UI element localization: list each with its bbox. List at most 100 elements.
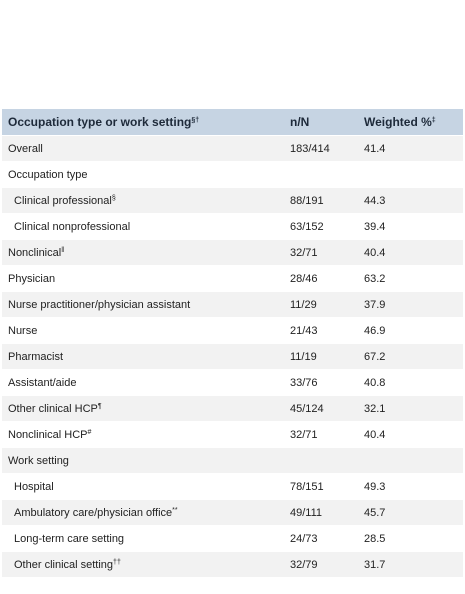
table-row: Ambulatory care/physician office** 49/111… [2,500,463,526]
table-row: Nonclinical HCP# 32/71 40.4 [2,422,463,448]
row-label: Nurse practitioner/physician assistant [2,299,290,311]
footnote-mark: †† [113,558,121,566]
header-cell: Occupation type or work setting§† [2,115,290,129]
row-label-text: Ambulatory care/physician office [14,506,173,519]
table-row: Overall 183/414 41.4 [2,136,463,162]
footnote-mark: § [111,194,116,202]
count-cell: 24/73 [290,533,364,545]
percent-cell: 45.7 [364,507,463,519]
count-cell: 32/71 [290,429,364,441]
row-label: Clinical professional§ [2,195,290,207]
count-cell-text: 11/29 [290,298,317,311]
header-cell-text: Weighted % [364,115,432,129]
count-cell: 11/29 [290,299,364,311]
row-label-text: Long-term care setting [14,532,125,545]
row-label-text: Work setting [8,454,69,467]
count-cell: 45/124 [290,403,364,415]
row-label-text: Nonclinical HCP [8,428,88,441]
row-label-text: Clinical professional [14,194,112,207]
header-cell-text: Occupation type or work setting [8,115,192,129]
count-cell: 63/152 [290,221,364,233]
table-row: Other clinical setting†† 32/79 31.7 [2,552,463,578]
count-cell: 183/414 [290,143,364,155]
row-label: Overall [2,143,290,155]
row-label: Pharmacist [2,351,290,363]
percent-cell-text: 45.7 [364,506,386,519]
row-label: Other clinical setting†† [2,559,290,571]
row-label-text: Pharmacist [8,350,64,363]
count-cell: 32/71 [290,247,364,259]
percent-cell: 40.4 [364,247,463,259]
row-label: Work setting [2,455,290,467]
footnote-mark: ‡ [431,117,436,124]
row-label: Nonclinical‖ [2,247,290,259]
percent-cell-text: 37.9 [364,298,386,311]
row-label-text: Occupation type [8,168,88,181]
percent-cell: 41.4 [364,143,463,155]
percent-cell-text: 67.2 [364,350,386,363]
count-cell-text: 21/43 [290,324,318,337]
percent-cell-text: 49.3 [364,480,386,493]
table-row: Clinical professional§ 88/191 44.3 [2,188,463,214]
row-label-text: Clinical nonprofessional [14,220,131,233]
count-cell-text: 183/414 [290,142,330,155]
row-label: Other clinical HCP¶ [2,403,290,415]
row-label: Hospital [2,481,290,493]
percent-cell-text: 63.2 [364,272,386,285]
count-cell-text: 11/19 [290,350,317,363]
footnote-mark: §† [191,117,200,124]
percent-cell-text: 31.7 [364,558,386,571]
percent-cell: 39.4 [364,221,463,233]
percent-cell: 46.9 [364,325,463,337]
percent-cell: 32.1 [364,403,463,415]
table-row: Occupation type [2,162,463,188]
footnote-mark: ‖ [61,246,65,254]
count-cell-text: 88/191 [290,194,324,207]
row-label-text: Hospital [14,480,54,493]
percent-cell: 28.5 [364,533,463,545]
percent-cell: 44.3 [364,195,463,207]
count-cell: 49/111 [290,507,364,519]
percent-cell-text: 40.4 [364,428,386,441]
footnote-mark: ** [172,506,178,514]
row-label: Clinical nonprofessional [2,221,290,233]
table-row: Work setting [2,448,463,474]
count-cell: 21/43 [290,325,364,337]
table-row: Nurse 21/43 46.9 [2,318,463,344]
header-row: Occupation type or work setting§† n/N Weig… [2,109,463,136]
count-cell: 11/19 [290,351,364,363]
count-cell: 78/151 [290,481,364,493]
percent-cell: 40.8 [364,377,463,389]
percent-cell: 67.2 [364,351,463,363]
count-cell-text: 28/46 [290,272,318,285]
row-label-text: Overall [8,142,43,155]
table-row: Long-term care setting 24/73 28.5 [2,526,463,552]
row-label-text: Assistant/aide [8,376,77,389]
row-label: Occupation type [2,169,290,181]
count-cell-text: 32/71 [290,246,318,259]
count-cell-text: 49/111 [290,506,323,519]
footnote-mark: ¶ [97,402,102,410]
header-cell-text: n/N [290,115,310,129]
percent-cell-text: 28.5 [364,532,386,545]
percent-cell-text: 40.4 [364,246,386,259]
row-label: Long-term care setting [2,533,290,545]
percent-cell: 49.3 [364,481,463,493]
row-label-text: Nurse [8,324,38,337]
percent-cell-text: 46.9 [364,324,386,337]
count-cell-text: 45/124 [290,402,324,415]
row-label: Physician [2,273,290,285]
row-label: Assistant/aide [2,377,290,389]
percent-cell: 40.4 [364,429,463,441]
row-label-text: Physician [8,272,56,285]
count-cell: 33/76 [290,377,364,389]
percent-cell: 37.9 [364,299,463,311]
count-cell-text: 24/73 [290,532,318,545]
header-cell: n/N [290,115,364,129]
table-row: Physician 28/46 63.2 [2,266,463,292]
count-cell: 28/46 [290,273,364,285]
table-row: Pharmacist 11/19 67.2 [2,344,463,370]
row-label-text: Other clinical setting [14,558,114,571]
row-label: Nurse [2,325,290,337]
row-label: Nonclinical HCP# [2,429,290,441]
